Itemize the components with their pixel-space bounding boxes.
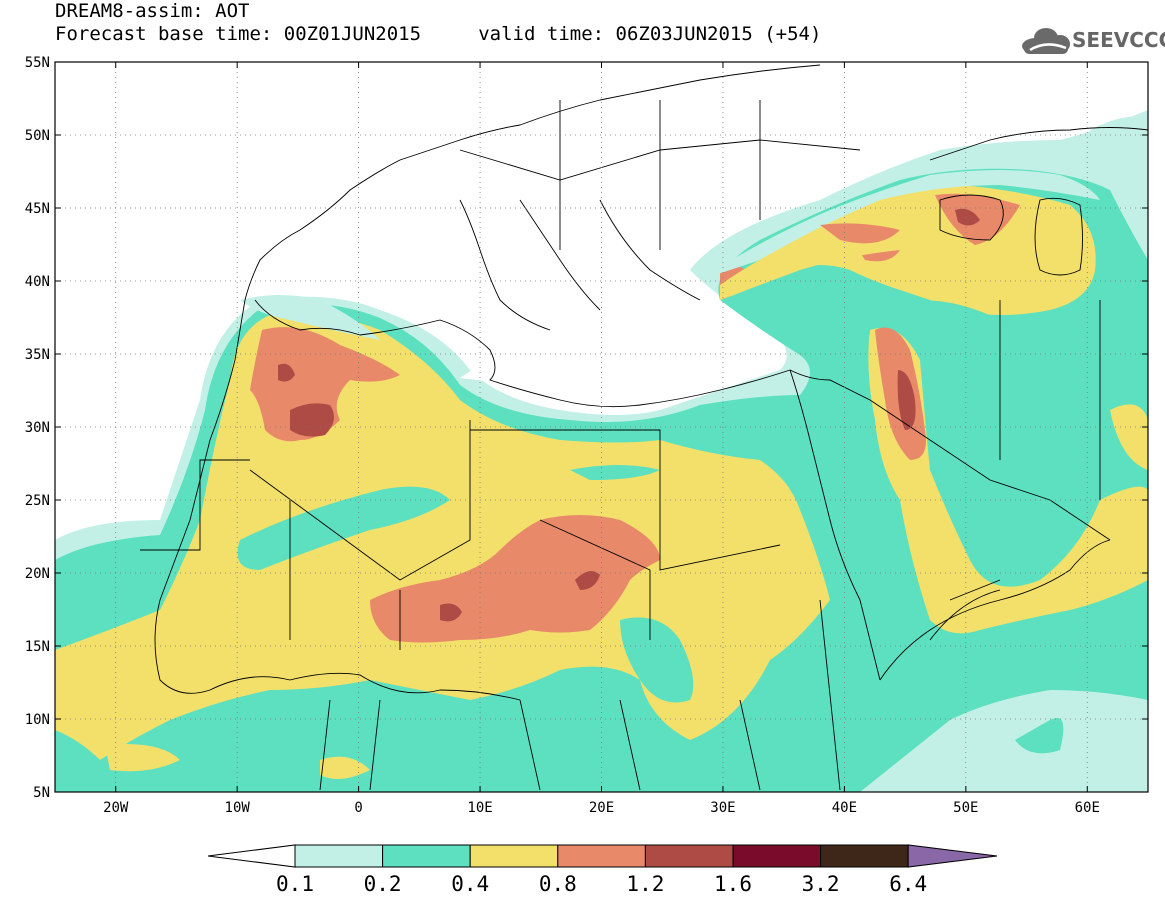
lon-tick-label: 60E: [1075, 800, 1100, 816]
lat-tick-label: 35N: [25, 347, 50, 363]
axis-labels: 55N 50N 45N 40N 35N 30N 25N 20N 15N 10N 5N 20W 10W 0 1…: [25, 55, 1148, 816]
forecast-time-line: Forecast base time: 00Z01JUN2015 valid t…: [55, 23, 822, 45]
colorbar-label: 6.4: [889, 872, 927, 896]
mediterranean-clear: [460, 320, 780, 396]
lat-tick-label: 55N: [25, 55, 50, 71]
lat-tick-label: 25N: [25, 493, 50, 509]
logo-text: SEEVCCC: [1072, 28, 1165, 52]
colorbar-label: 1.2: [626, 872, 664, 896]
lon-tick-label: 0: [354, 800, 362, 816]
lat-tick-label: 5N: [33, 785, 50, 801]
colorbar-swatch: [469, 844, 559, 868]
lon-tick-label: 40E: [832, 800, 857, 816]
lon-tick-label: 10W: [225, 800, 251, 816]
colorbar-swatch: [644, 844, 734, 868]
colorbar-label: 0.2: [364, 872, 402, 896]
cloud-icon: [1022, 28, 1070, 54]
aot-level-0.2-inner: [237, 286, 1095, 703]
colorbar-swatch: [557, 844, 646, 868]
lat-tick-label: 45N: [25, 201, 50, 217]
aot-level-1.2: [278, 208, 980, 622]
colorbar-label: 0.8: [539, 872, 577, 896]
map-title: DREAM8-assim: AOT: [55, 0, 250, 22]
europe-clear: [55, 62, 1148, 330]
lon-tick-label: 50E: [953, 800, 978, 816]
colorbar-arrow-high: [907, 844, 998, 868]
lon-tick-label: 20W: [103, 800, 129, 816]
colorbar-label: 3.2: [802, 872, 840, 896]
lat-tick-label: 40N: [25, 274, 50, 290]
colorbar-label: 1.6: [714, 872, 752, 896]
lat-tick-label: 30N: [25, 420, 50, 436]
lat-tick-label: 50N: [25, 128, 50, 144]
colorbar-label: 0.1: [276, 872, 314, 896]
colorbar-swatch: [820, 844, 909, 868]
colorbar-swatch: [382, 844, 471, 868]
lon-tick-label: 20E: [589, 800, 614, 816]
colorbar-arrow-low: [207, 844, 296, 868]
colorbar-swatch: [732, 844, 822, 868]
lat-tick-label: 20N: [25, 566, 50, 582]
colorbar: 0.1 0.2 0.4 0.8 1.2 1.6 3.2 6.4: [207, 844, 998, 896]
lon-tick-label: 30E: [710, 800, 735, 816]
lon-tick-label: 10E: [467, 800, 492, 816]
lat-tick-label: 15N: [25, 639, 50, 655]
colorbar-swatch: [294, 844, 384, 868]
colorbar-label: 0.4: [451, 872, 489, 896]
lat-tick-label: 10N: [25, 712, 50, 728]
